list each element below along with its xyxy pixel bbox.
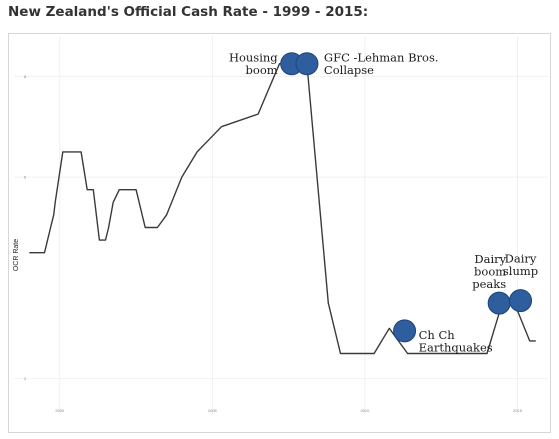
x-tick-label-2: 2010 — [360, 408, 370, 413]
series-lines — [29, 63, 536, 355]
annotation-marker-2 — [393, 319, 417, 343]
grid-lines — [14, 36, 548, 414]
x-tick-label-3: 2015 — [513, 408, 523, 413]
annotation-label-3: Dairy boom peaks — [472, 252, 506, 291]
y-tick-label-1: 6 — [24, 175, 27, 180]
y-tick-label-2: 8 — [24, 74, 27, 79]
x-tick-label-1: 2005 — [208, 408, 218, 413]
annotation-label-4: Dairy slump — [503, 252, 538, 279]
annotation-labels: Housing boom GFC -Lehman Bros. Collapse Ch C… — [229, 51, 538, 355]
y-tick-label-0: 2 — [24, 376, 27, 381]
annotation-markers — [280, 52, 533, 343]
annotation-marker-4 — [509, 289, 533, 313]
chart-title: New Zealand's Official Cash Rate - 1999 … — [8, 4, 369, 20]
annotation-label-1: GFC -Lehman Bros. Collapse — [324, 51, 439, 78]
series-line-0 — [29, 63, 536, 355]
annotation-marker-1 — [295, 52, 319, 76]
y-axis-label: OCR Rate — [13, 239, 20, 271]
annotation-label-2: Ch Ch Earthquakes — [419, 328, 493, 355]
annotation-marker-3 — [487, 291, 511, 315]
x-tick-label-0: 2000 — [55, 408, 65, 413]
annotation-label-0: Housing boom — [229, 51, 278, 78]
tick-labels: 2000 2005 2010 2015 2 6 8 — [24, 74, 523, 413]
